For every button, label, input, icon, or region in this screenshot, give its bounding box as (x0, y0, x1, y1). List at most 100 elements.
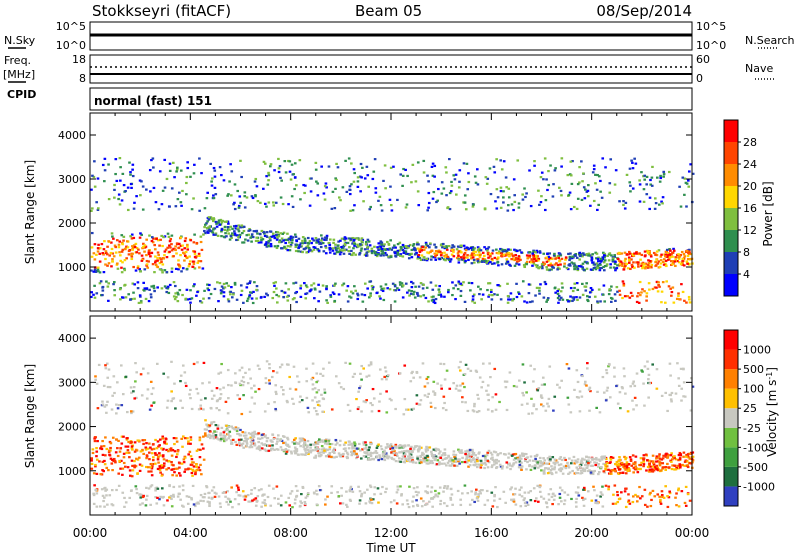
radar-echo-cell (147, 470, 150, 473)
radar-echo-cell (116, 447, 119, 450)
radar-echo-cell (437, 187, 440, 191)
radar-echo-cell (414, 285, 417, 288)
radar-echo-cell (168, 244, 171, 247)
radar-echo-cell (245, 286, 249, 289)
radar-echo-cell (345, 248, 348, 251)
radar-echo-cell (560, 257, 564, 260)
radar-echo-cell (530, 397, 533, 400)
radar-echo-cell (529, 204, 533, 208)
radar-echo-cell (198, 157, 201, 160)
radar-echo-cell (381, 485, 384, 489)
radar-echo-cell (190, 471, 194, 475)
radar-echo-cell (613, 255, 617, 258)
radar-echo-cell (435, 463, 439, 466)
radar-echo-cell (273, 169, 276, 172)
radar-echo-cell (523, 300, 526, 303)
radar-echo-cell (127, 253, 131, 256)
radar-echo-cell (486, 459, 490, 463)
radar-echo-cell (684, 485, 688, 489)
radar-echo-cell (176, 467, 179, 470)
radar-echo-cell (495, 158, 498, 161)
radar-echo-cell (196, 290, 199, 294)
radar-echo-cell (316, 379, 320, 383)
radar-echo-cell (678, 463, 682, 466)
radar-echo-cell (383, 458, 387, 462)
radar-echo-cell (139, 301, 143, 304)
radar-echo-cell (335, 162, 338, 166)
radar-echo-cell (252, 435, 256, 439)
radar-echo-cell (426, 455, 430, 459)
radar-echo-cell (111, 394, 114, 397)
radar-echo-cell (643, 255, 647, 258)
radar-echo-cell (510, 258, 513, 261)
radar-echo-cell (98, 247, 102, 250)
radar-echo-cell (382, 252, 385, 255)
radar-echo-cell (351, 445, 355, 448)
radar-echo-cell (536, 264, 539, 267)
radar-echo-cell (495, 258, 499, 261)
radar-echo-cell (312, 239, 315, 242)
radar-echo-cell (290, 452, 293, 455)
radar-echo-cell (571, 469, 574, 473)
nsky-label: N.Sky (4, 34, 36, 47)
radar-echo-cell (412, 495, 415, 498)
radar-echo-cell (382, 244, 386, 248)
radar-echo-cell (625, 464, 629, 468)
radar-echo-cell (244, 371, 247, 375)
radar-echo-cell (101, 460, 105, 463)
radar-echo-cell (572, 205, 576, 209)
radar-echo-cell (651, 287, 655, 291)
radar-echo-cell (324, 252, 328, 255)
radar-echo-cell (550, 495, 554, 499)
radar-echo-cell (426, 209, 430, 212)
radar-echo-cell (174, 267, 178, 270)
radar-echo-cell (467, 465, 470, 468)
radar-echo-cell (380, 243, 384, 246)
radar-echo-cell (260, 488, 263, 491)
radar-echo-cell (185, 288, 189, 291)
radar-echo-cell (457, 254, 460, 257)
radar-echo-cell (325, 234, 329, 237)
radar-echo-cell (136, 439, 140, 442)
radar-echo-cell (192, 461, 195, 464)
radar-echo-cell (265, 205, 268, 208)
radar-echo-cell (248, 446, 251, 449)
radar-echo-cell (470, 281, 474, 285)
radar-echo-cell (93, 484, 96, 487)
radar-echo-cell (574, 501, 578, 504)
radar-echo-cell (476, 456, 479, 459)
radar-echo-cell (547, 462, 551, 465)
radar-echo-cell (623, 259, 627, 262)
radar-echo-cell (272, 281, 276, 285)
radar-echo-cell (416, 161, 420, 164)
radar-echo-cell (369, 292, 372, 295)
radar-echo-cell (628, 502, 632, 505)
radar-echo-cell (491, 294, 494, 297)
radar-echo-cell (167, 467, 170, 470)
radar-echo-cell (560, 194, 563, 197)
radar-echo-cell (98, 252, 102, 255)
radar-echo-cell (236, 227, 240, 230)
radar-echo-cell (114, 172, 117, 176)
radar-echo-cell (154, 496, 157, 499)
radar-echo-cell (184, 381, 187, 385)
radar-echo-cell (335, 178, 338, 182)
radar-echo-cell (92, 492, 95, 495)
radar-echo-cell (549, 164, 552, 167)
radar-echo-cell (250, 442, 254, 445)
radar-echo-cell (625, 253, 629, 256)
radar-echo-cell (138, 179, 142, 182)
radar-echo-cell (195, 502, 198, 505)
radar-echo-cell (595, 257, 598, 260)
radar-echo-cell (287, 159, 290, 163)
radar-echo-cell (235, 298, 239, 301)
radar-echo-cell (687, 252, 690, 255)
radar-echo-cell (154, 263, 158, 266)
radar-echo-cell (171, 448, 175, 452)
radar-echo-cell (517, 202, 521, 205)
radar-echo-cell (283, 435, 286, 438)
radar-echo-cell (105, 488, 109, 491)
radar-echo-cell (168, 250, 171, 253)
radar-echo-cell (291, 298, 295, 301)
radar-echo-cell (426, 449, 430, 452)
